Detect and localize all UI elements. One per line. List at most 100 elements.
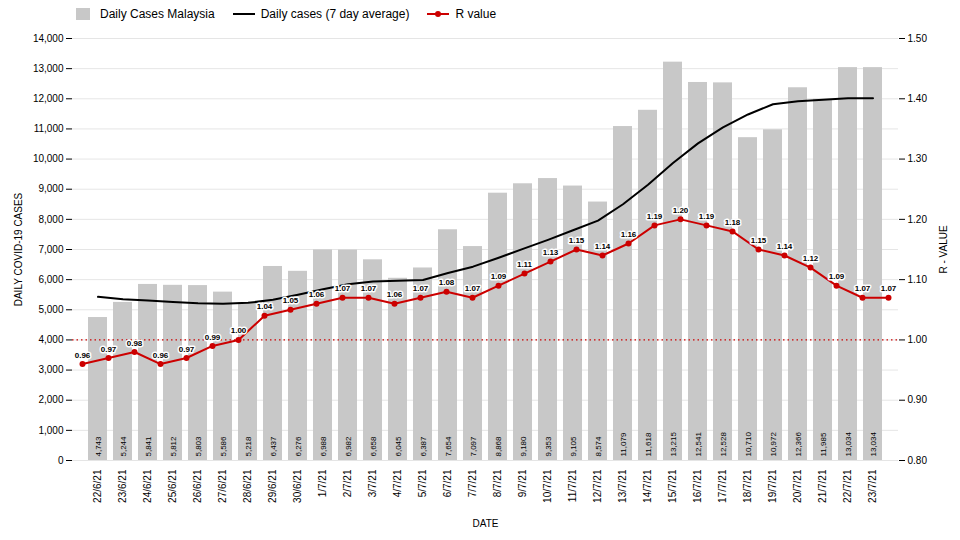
svg-text:23/6/21: 23/6/21 xyxy=(117,469,128,503)
svg-text:1.15: 1.15 xyxy=(569,236,585,245)
svg-text:2/7/21: 2/7/21 xyxy=(342,469,353,497)
svg-text:9,180: 9,180 xyxy=(519,436,528,457)
svg-text:5,841: 5,841 xyxy=(144,436,153,457)
svg-text:24/6/21: 24/6/21 xyxy=(142,469,153,503)
svg-text:9,353: 9,353 xyxy=(544,436,553,457)
svg-text:6,658: 6,658 xyxy=(369,436,378,457)
svg-text:18/7/21: 18/7/21 xyxy=(742,469,753,503)
svg-text:1.06: 1.06 xyxy=(309,290,325,299)
svg-text:25/6/21: 25/6/21 xyxy=(167,469,178,503)
svg-text:1.14: 1.14 xyxy=(777,242,793,251)
svg-text:8,574: 8,574 xyxy=(594,436,603,457)
svg-text:11/7/21: 11/7/21 xyxy=(567,469,578,502)
svg-text:5,586: 5,586 xyxy=(219,436,228,457)
svg-text:27/6/21: 27/6/21 xyxy=(217,469,228,503)
svg-text:8,000: 8,000 xyxy=(38,214,63,225)
svg-text:8/7/21: 8/7/21 xyxy=(492,469,503,497)
svg-text:1,000: 1,000 xyxy=(38,425,63,436)
svg-text:6,982: 6,982 xyxy=(344,436,353,457)
svg-text:0.96: 0.96 xyxy=(75,351,91,360)
svg-text:1.07: 1.07 xyxy=(855,284,871,293)
svg-text:5,244: 5,244 xyxy=(119,436,128,457)
svg-text:3/7/21: 3/7/21 xyxy=(367,469,378,497)
svg-text:1.19: 1.19 xyxy=(699,212,715,221)
svg-text:11,618: 11,618 xyxy=(644,432,653,456)
svg-text:1.19: 1.19 xyxy=(647,212,663,221)
svg-text:0: 0 xyxy=(58,455,64,466)
svg-text:6/7/21: 6/7/21 xyxy=(442,469,453,497)
svg-text:5/7/21: 5/7/21 xyxy=(417,469,428,497)
svg-text:1.13: 1.13 xyxy=(543,248,559,257)
svg-text:10,000: 10,000 xyxy=(33,153,64,164)
svg-text:0.80: 0.80 xyxy=(908,455,928,466)
svg-text:4,000: 4,000 xyxy=(38,334,63,345)
svg-text:26/6/21: 26/6/21 xyxy=(192,469,203,503)
svg-text:3,000: 3,000 xyxy=(38,364,63,375)
svg-text:13,034: 13,034 xyxy=(869,431,878,456)
svg-text:1.00: 1.00 xyxy=(908,334,928,345)
svg-text:1.12: 1.12 xyxy=(803,254,819,263)
svg-text:28/6/21: 28/6/21 xyxy=(242,469,253,503)
svg-text:12,528: 12,528 xyxy=(719,431,728,456)
svg-text:1.05: 1.05 xyxy=(283,296,299,305)
svg-text:0.96: 0.96 xyxy=(153,351,169,360)
svg-text:8,868: 8,868 xyxy=(494,436,503,457)
svg-text:2,000: 2,000 xyxy=(38,394,63,405)
svg-text:1.10: 1.10 xyxy=(908,274,928,285)
svg-text:1.06: 1.06 xyxy=(387,290,403,299)
svg-text:30/6/21: 30/6/21 xyxy=(292,469,303,503)
svg-text:6,276: 6,276 xyxy=(294,436,303,457)
svg-text:1.09: 1.09 xyxy=(491,272,507,281)
svg-text:7,654: 7,654 xyxy=(444,436,453,457)
svg-text:19/7/21: 19/7/21 xyxy=(767,469,778,503)
svg-text:12,366: 12,366 xyxy=(794,431,803,456)
svg-text:22/7/21: 22/7/21 xyxy=(842,469,853,503)
svg-text:11,079: 11,079 xyxy=(619,432,628,456)
svg-text:6,437: 6,437 xyxy=(269,436,278,457)
svg-text:1.20: 1.20 xyxy=(673,206,689,215)
svg-text:10/7/21: 10/7/21 xyxy=(542,469,553,503)
svg-text:5,000: 5,000 xyxy=(38,304,63,315)
svg-text:6,045: 6,045 xyxy=(394,436,403,457)
svg-text:13,000: 13,000 xyxy=(33,63,64,74)
svg-text:1.07: 1.07 xyxy=(413,284,429,293)
svg-text:1.09: 1.09 xyxy=(829,272,845,281)
svg-text:29/6/21: 29/6/21 xyxy=(267,469,278,503)
svg-text:16/7/21: 16/7/21 xyxy=(692,469,703,503)
svg-text:7,000: 7,000 xyxy=(38,244,63,255)
svg-text:7,097: 7,097 xyxy=(469,436,478,457)
svg-text:9/7/21: 9/7/21 xyxy=(517,469,528,497)
svg-text:1.20: 1.20 xyxy=(908,214,928,225)
svg-text:4/7/21: 4/7/21 xyxy=(392,469,403,497)
svg-text:11,985: 11,985 xyxy=(819,432,828,456)
svg-text:1.08: 1.08 xyxy=(439,278,455,287)
svg-text:12,541: 12,541 xyxy=(694,431,703,456)
svg-text:1.50: 1.50 xyxy=(908,33,928,44)
svg-text:13/7/21: 13/7/21 xyxy=(617,469,628,503)
svg-text:7/7/21: 7/7/21 xyxy=(467,469,478,497)
svg-text:13,215: 13,215 xyxy=(669,431,678,456)
svg-text:0.98: 0.98 xyxy=(127,339,143,348)
svg-text:0.99: 0.99 xyxy=(205,333,221,342)
svg-text:9,105: 9,105 xyxy=(569,436,578,457)
svg-text:1.04: 1.04 xyxy=(257,302,273,311)
svg-text:5,803: 5,803 xyxy=(194,436,203,457)
svg-text:1.18: 1.18 xyxy=(725,218,741,227)
svg-text:6,988: 6,988 xyxy=(319,436,328,457)
svg-text:15/7/21: 15/7/21 xyxy=(667,469,678,503)
svg-text:5,812: 5,812 xyxy=(169,436,178,457)
svg-text:11,000: 11,000 xyxy=(34,123,64,134)
svg-text:12/7/21: 12/7/21 xyxy=(592,469,603,503)
svg-text:1.15: 1.15 xyxy=(751,236,767,245)
svg-text:DAILY COVID-19 CASES: DAILY COVID-19 CASES xyxy=(13,192,24,306)
svg-text:0.90: 0.90 xyxy=(908,394,928,405)
svg-text:R - VALUE: R - VALUE xyxy=(938,225,949,273)
svg-text:12,000: 12,000 xyxy=(33,93,64,104)
svg-text:14,000: 14,000 xyxy=(33,33,64,44)
svg-text:1.07: 1.07 xyxy=(881,284,897,293)
svg-text:6,000: 6,000 xyxy=(38,274,63,285)
svg-text:10,710: 10,710 xyxy=(744,431,753,456)
svg-text:10,972: 10,972 xyxy=(769,431,778,456)
svg-text:22/6/21: 22/6/21 xyxy=(92,469,103,503)
svg-text:4,743: 4,743 xyxy=(94,436,103,457)
